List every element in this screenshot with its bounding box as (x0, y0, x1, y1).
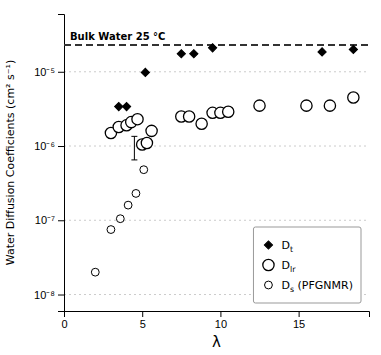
point (196, 118, 207, 129)
point (141, 68, 149, 76)
point (107, 226, 115, 234)
x-tick-label: 15 (293, 318, 305, 330)
point (318, 48, 326, 56)
point (146, 125, 157, 136)
point (132, 114, 143, 125)
x-axis: 0 5 10 15 (61, 311, 369, 330)
y-axis-title: Water Diffusion Coefficients (cm² s⁻¹) (4, 60, 17, 265)
point (208, 44, 216, 52)
error-bar (131, 136, 137, 160)
legend-label: Dt (281, 239, 293, 254)
legend-box (253, 227, 361, 303)
x-tick: 5 (140, 311, 146, 330)
x-tick-label: 10 (215, 318, 227, 330)
legend-label: Dlr (281, 259, 296, 274)
point (122, 102, 130, 110)
x-tick-mark (299, 311, 300, 317)
y-tick-label: 10⁻⁷ (35, 214, 55, 226)
point (116, 215, 124, 223)
y-tick-label: 10⁻⁸ (34, 289, 55, 301)
point (140, 166, 148, 174)
series (105, 92, 359, 150)
point (132, 190, 140, 198)
y-axis-line (58, 15, 65, 312)
point (183, 111, 194, 122)
point (324, 100, 335, 111)
x-tick: 15 (293, 311, 305, 330)
grid-line (64, 71, 369, 72)
legend-symbol (265, 281, 273, 289)
x-tick-mark (142, 311, 143, 317)
point (190, 50, 198, 58)
grid-line (64, 220, 369, 221)
y-tick-mark (58, 295, 64, 296)
reference-label: Bulk Water 25 °C (70, 31, 165, 42)
y-tick-label: 10⁻⁵ (34, 66, 55, 78)
point (301, 100, 312, 111)
point (349, 45, 357, 53)
x-tick-label: 5 (140, 318, 146, 330)
legend-symbol (263, 259, 274, 270)
y-tick: 10⁻⁵ (34, 66, 64, 78)
x-tick-label: 0 (61, 318, 67, 330)
y-tick-label: 10⁻⁶ (34, 140, 55, 152)
chart: 0 5 10 15 10⁻⁸ 10⁻⁷ 10⁻⁶ 10⁻⁵ λ Water Diffusion C… (0, 0, 381, 355)
y-tick: 10⁻⁷ (35, 214, 64, 226)
legend-label: Ds (PFGNMR) (281, 279, 353, 294)
plot: 0 5 10 15 10⁻⁸ 10⁻⁷ 10⁻⁶ 10⁻⁵ λ Water Diffusion C… (4, 15, 370, 352)
point (223, 106, 234, 117)
point (177, 50, 185, 58)
y-axis: 10⁻⁸ 10⁻⁷ 10⁻⁶ 10⁻⁵ (34, 15, 64, 312)
legend: Dt Dlr Ds (PFGNMR) (253, 227, 361, 303)
y-tick-mark (58, 146, 64, 147)
point (141, 137, 152, 148)
x-tick: 10 (215, 311, 227, 330)
x-axis-line (65, 312, 370, 318)
y-tick-mark (58, 220, 64, 221)
x-tick-mark (220, 311, 221, 317)
reference-line (64, 44, 369, 46)
point (115, 102, 123, 110)
x-axis-title: λ (212, 333, 221, 351)
point (124, 201, 132, 209)
legend-symbol (264, 241, 272, 249)
y-tick: 10⁻⁸ (34, 289, 64, 301)
y-tick-mark (58, 72, 64, 73)
grid-line (64, 146, 369, 147)
point (254, 100, 265, 111)
x-tick: 0 (61, 311, 67, 330)
point (91, 268, 99, 276)
y-tick: 10⁻⁶ (34, 140, 64, 152)
point (348, 92, 359, 103)
series (115, 44, 358, 111)
series (91, 166, 147, 276)
